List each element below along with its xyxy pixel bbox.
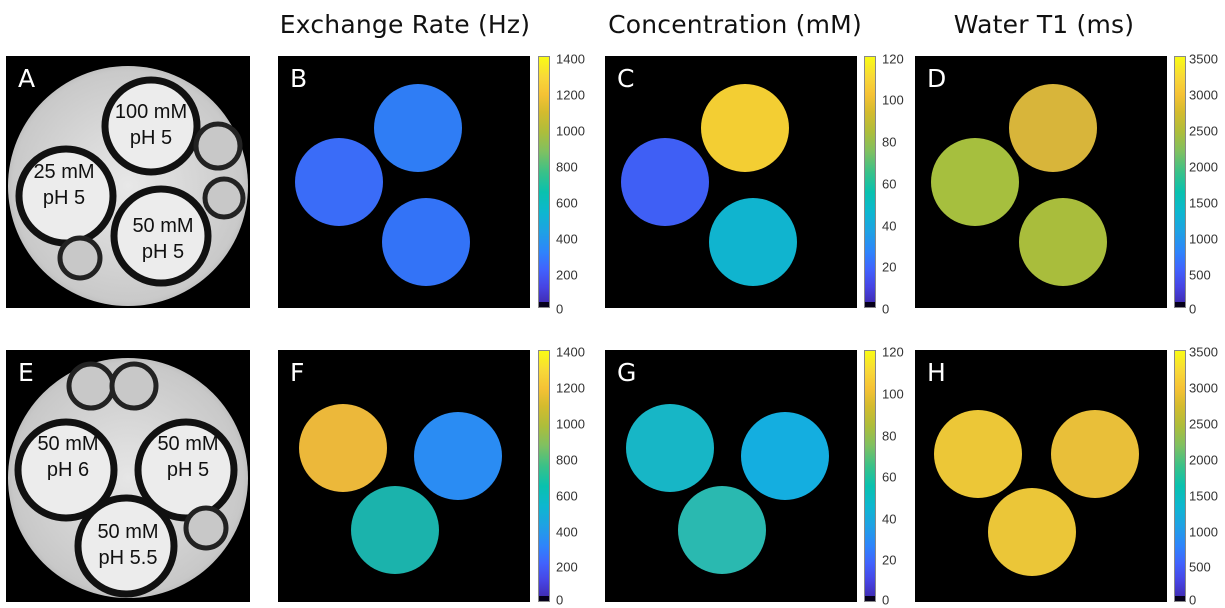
panel-letter-e: E xyxy=(18,358,34,387)
phantom-image-e: 50 mM pH 6 50 mM pH 5 50 mM pH 5.5 xyxy=(8,358,248,598)
map-g xyxy=(626,404,829,574)
exchange-rate-map-b: B xyxy=(278,56,530,308)
colorbar-t1-row1 xyxy=(1174,56,1186,308)
colorbar-exchange-row2 xyxy=(538,350,550,602)
phantom-label-e3-conc: 50 mM xyxy=(97,521,158,543)
phantom-label-e1-conc: 50 mM xyxy=(37,433,98,455)
tick-label: 0 xyxy=(1189,301,1197,317)
phantom-label-a1-conc: 100 mM xyxy=(115,101,187,123)
tick-label: 1200 xyxy=(556,380,585,396)
tick-label: 200 xyxy=(556,559,578,575)
tick-label: 120 xyxy=(882,344,904,360)
colorbar-t1-row2 xyxy=(1174,350,1186,602)
tick-label: 0 xyxy=(1189,592,1197,608)
tick-label: 500 xyxy=(1189,559,1211,575)
tick-label: 60 xyxy=(882,176,897,192)
tick-label: 2500 xyxy=(1189,416,1218,432)
colorbar-exchange-row1 xyxy=(538,56,550,308)
phantom-label-a1-ph: pH 5 xyxy=(130,127,172,149)
phantom-label-a2-ph: pH 5 xyxy=(43,187,85,209)
tick-label: 3000 xyxy=(1189,87,1218,103)
water-t1-map-h: H xyxy=(915,350,1167,602)
panel-letter-a: A xyxy=(18,64,36,93)
tick-label: 1000 xyxy=(1189,231,1218,247)
tick-label: 0 xyxy=(556,301,564,317)
tick-label: 1500 xyxy=(1189,195,1218,211)
tick-label: 1000 xyxy=(556,123,585,139)
column-title-water-t1: Water T1 (ms) xyxy=(953,10,1135,39)
concentration-map-c: C xyxy=(605,56,857,308)
tick-label: 120 xyxy=(882,51,904,67)
panel-letter-c: C xyxy=(617,64,635,93)
tick-label: 0 xyxy=(556,592,564,608)
tick-label: 1000 xyxy=(1189,524,1218,540)
tick-label: 0 xyxy=(882,301,890,317)
tick-label: 20 xyxy=(882,552,897,568)
panel-letter-h: H xyxy=(927,358,946,387)
tick-label: 60 xyxy=(882,469,897,485)
tick-label: 1200 xyxy=(556,87,585,103)
tick-label: 100 xyxy=(882,386,904,402)
tick-label: 1400 xyxy=(556,344,585,360)
tick-label: 600 xyxy=(556,488,578,504)
map-b xyxy=(295,84,470,286)
phantom-label-e3-ph: pH 5.5 xyxy=(99,547,158,569)
tick-label: 80 xyxy=(882,428,897,444)
map-c xyxy=(621,84,797,286)
tick-label: 40 xyxy=(882,511,897,527)
tick-label: 1500 xyxy=(1189,488,1218,504)
panel-letter-f: F xyxy=(290,358,305,387)
water-t1-map-d: D xyxy=(915,56,1167,308)
tick-label: 3500 xyxy=(1189,344,1218,360)
tick-label: 80 xyxy=(882,134,897,150)
tick-label: 2500 xyxy=(1189,123,1218,139)
tick-label: 40 xyxy=(882,218,897,234)
tick-label: 3500 xyxy=(1189,51,1218,67)
tick-label: 2000 xyxy=(1189,159,1218,175)
phantom-label-a2-conc: 25 mM xyxy=(33,161,94,183)
column-title-concentration: Concentration (mM) xyxy=(608,10,862,39)
tick-label: 200 xyxy=(556,267,578,283)
phantom-image-a: 100 mM pH 5 25 mM pH 5 50 mM pH 5 xyxy=(8,66,248,306)
map-f xyxy=(299,404,502,574)
tick-label: 500 xyxy=(1189,267,1211,283)
tick-label: 600 xyxy=(556,195,578,211)
panel-letter-b: B xyxy=(290,64,308,93)
tick-label: 1400 xyxy=(556,51,585,67)
panel-letter-g: G xyxy=(617,358,637,387)
tick-label: 20 xyxy=(882,259,897,275)
tick-label: 0 xyxy=(882,592,890,608)
column-title-exchange-rate: Exchange Rate (Hz) xyxy=(279,10,531,39)
mri-image-e: 50 mM pH 6 50 mM pH 5 50 mM pH 5.5 E xyxy=(6,350,250,602)
tick-label: 3000 xyxy=(1189,380,1218,396)
colorbar-concentration-row2 xyxy=(864,350,876,602)
tick-label: 400 xyxy=(556,524,578,540)
tick-label: 400 xyxy=(556,231,578,247)
tick-label: 1000 xyxy=(556,416,585,432)
phantom-label-e2-ph: pH 5 xyxy=(167,459,209,481)
tick-label: 100 xyxy=(882,92,904,108)
phantom-label-e1-ph: pH 6 xyxy=(47,459,89,481)
phantom-label-a3-ph: pH 5 xyxy=(142,241,184,263)
map-d xyxy=(931,84,1107,286)
tick-label: 800 xyxy=(556,452,578,468)
mri-image-a: 100 mM pH 5 25 mM pH 5 50 mM pH 5 A xyxy=(6,56,250,308)
phantom-label-e2-conc: 50 mM xyxy=(157,433,218,455)
phantom-label-a3-conc: 50 mM xyxy=(132,215,193,237)
tick-label: 800 xyxy=(556,159,578,175)
tick-label: 2000 xyxy=(1189,452,1218,468)
map-h xyxy=(934,410,1139,576)
panel-letter-d: D xyxy=(927,64,947,93)
colorbar-concentration-row1 xyxy=(864,56,876,308)
concentration-map-g: G xyxy=(605,350,857,602)
exchange-rate-map-f: F xyxy=(278,350,530,602)
